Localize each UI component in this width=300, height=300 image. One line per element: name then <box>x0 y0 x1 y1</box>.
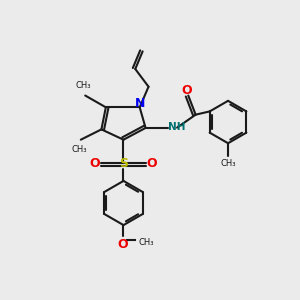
Text: CH₃: CH₃ <box>76 81 92 90</box>
Text: NH: NH <box>168 122 186 132</box>
Text: O: O <box>182 84 192 97</box>
Text: N: N <box>135 97 145 110</box>
Text: S: S <box>119 157 128 170</box>
Text: CH₃: CH₃ <box>220 159 236 168</box>
Text: CH₃: CH₃ <box>72 145 87 154</box>
Text: O: O <box>118 238 128 251</box>
Text: O: O <box>147 157 158 170</box>
Text: O: O <box>90 157 100 170</box>
Text: CH₃: CH₃ <box>139 238 154 247</box>
